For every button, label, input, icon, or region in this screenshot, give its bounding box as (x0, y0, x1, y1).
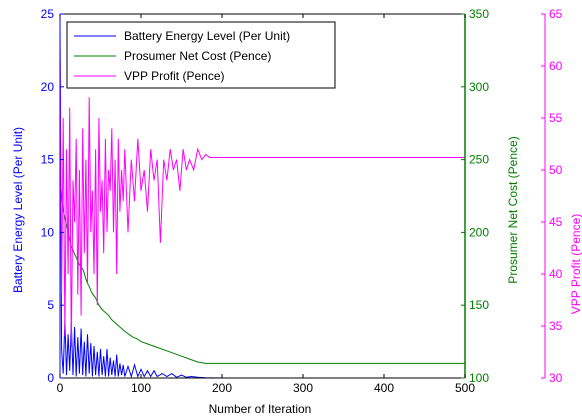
left-tick-label-2: 10 (41, 225, 55, 239)
right1-tick-label-1: 150 (469, 298, 489, 312)
right2-tick-label-1: 35 (549, 319, 563, 333)
left-tick-label-0: 0 (47, 371, 54, 385)
x-tick-label-0: 0 (57, 381, 64, 395)
legend-box (66, 21, 336, 89)
left-tick-label-1: 5 (47, 298, 54, 312)
series-layer (59, 28, 465, 379)
series-line-0 (59, 28, 465, 379)
legend-label-vpp: VPP Profit (Pence) (124, 69, 225, 83)
x-tick-label-3: 300 (293, 381, 313, 395)
right2-tick-label-5: 55 (549, 111, 563, 125)
x-axis-label: Number of Iteration (209, 402, 312, 416)
right2-tick-label-3: 45 (549, 215, 563, 229)
axes-layer: 0 100 200 300 400 500 0 5 10 15 20 25 100 150 200 250 30… (41, 7, 563, 395)
left-y-axis-label: Battery Energy Level (Per Unit) (11, 127, 25, 293)
x-tick-label-4: 400 (374, 381, 394, 395)
right1-tick-label-3: 250 (469, 153, 489, 167)
right1-tick-label-5: 350 (469, 7, 489, 21)
right2-tick-label-6: 60 (549, 59, 563, 73)
series-line-2 (59, 45, 465, 347)
right2-tick-label-2: 40 (549, 267, 563, 281)
left-tick-label-5: 25 (41, 7, 55, 21)
x-tick-label-1: 100 (131, 381, 151, 395)
right1-tick-label-4: 300 (469, 80, 489, 94)
x-tick-label-2: 200 (212, 381, 232, 395)
right2-tick-label-7: 65 (549, 7, 563, 21)
right2-tick-label-4: 50 (549, 163, 563, 177)
right1-tick-label-2: 200 (469, 225, 489, 239)
right2-y-axis-label: VPP Profit (Pence) (569, 214, 582, 315)
legend: Battery Energy Level (Per Unit) Prosumer… (66, 21, 336, 89)
right2-tick-label-0: 30 (549, 371, 563, 385)
legend-label-battery: Battery Energy Level (Per Unit) (124, 29, 290, 43)
left-tick-label-3: 15 (41, 153, 55, 167)
x-tick-label-5: 500 (455, 381, 475, 395)
legend-label-prosumer: Prosumer Net Cost (Pence) (124, 49, 271, 63)
left-tick-label-4: 20 (41, 80, 55, 94)
right1-y-axis-label: Prosumer Net Cost (Pence) (506, 136, 520, 283)
right1-tick-label-0: 100 (469, 371, 489, 385)
